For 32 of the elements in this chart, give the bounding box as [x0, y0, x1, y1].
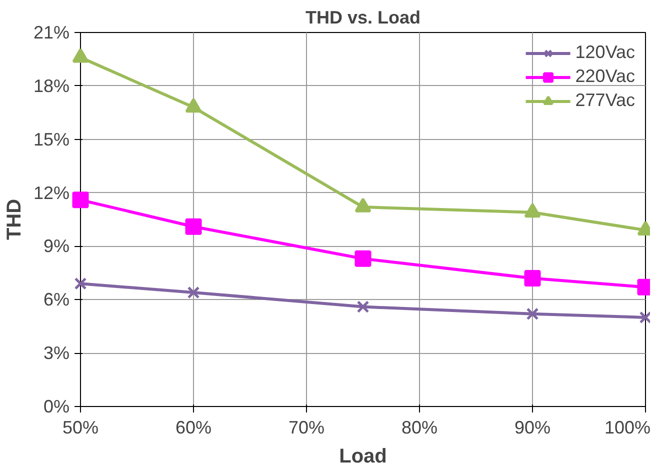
y-axis-title: THD — [3, 198, 26, 240]
chart-title: THD vs. Load — [305, 8, 421, 28]
legend-label: 277Vac — [575, 90, 635, 111]
x-tick-label: 100% — [604, 418, 651, 438]
point — [185, 218, 202, 235]
point — [74, 277, 87, 290]
y-tick-label: 9% — [43, 236, 70, 256]
y-tick-label: 18% — [33, 76, 70, 96]
point — [524, 270, 541, 287]
y-tick-label: 21% — [33, 22, 70, 42]
y-tick-label: 0% — [43, 396, 70, 416]
y-tick-label: 15% — [33, 129, 70, 150]
y-tick-label: 12% — [33, 182, 70, 203]
legend-label: 220Vac — [575, 66, 635, 87]
legend-label: 120Vac — [575, 42, 635, 63]
point — [354, 250, 372, 267]
y-tick-label: 3% — [43, 343, 70, 364]
point — [524, 203, 541, 218]
x-tick-label: 50% — [62, 418, 99, 438]
point — [354, 198, 372, 212]
x-tick-label: 70% — [288, 418, 325, 438]
point — [185, 98, 202, 113]
point — [72, 192, 89, 208]
y-tick-label: 6% — [43, 290, 70, 310]
point — [187, 286, 200, 299]
x-tick-label: 90% — [514, 418, 551, 438]
x-tick-label: 60% — [175, 418, 212, 438]
point — [526, 308, 539, 320]
x-tick-label: 80% — [401, 418, 438, 438]
point — [356, 300, 370, 313]
point — [72, 48, 89, 63]
x-axis-title: Load — [339, 446, 387, 468]
